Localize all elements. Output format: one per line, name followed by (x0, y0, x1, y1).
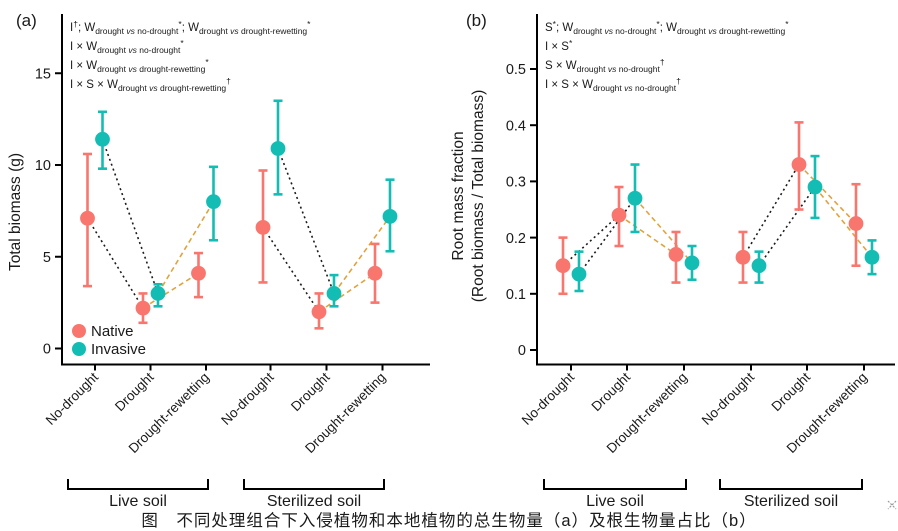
y-tick-label: 0 (43, 342, 51, 358)
y-tick-label: 5 (43, 250, 51, 266)
soil-bracket (543, 479, 687, 490)
connector-line-orange (333, 215, 391, 294)
connector-line-orange (142, 272, 199, 309)
data-point-invasive (382, 208, 398, 224)
panel-label: (b) (466, 11, 487, 30)
data-point-native (848, 216, 864, 231)
data-point-native (611, 207, 627, 223)
y-tick-label: 0.2 (506, 231, 526, 247)
connector-line-orange (157, 201, 215, 294)
y-tick-label: 0.3 (506, 175, 526, 191)
connector-line-black (758, 186, 816, 267)
data-point-invasive (571, 266, 587, 282)
connector-line-orange (634, 197, 693, 264)
connector-line-orange (318, 272, 376, 313)
y-tick-label: 0.4 (506, 118, 526, 134)
data-point-native (311, 304, 327, 320)
connector-line-black (277, 148, 335, 294)
data-point-invasive (751, 258, 767, 274)
y-tick-label: 0.1 (506, 287, 526, 303)
connector-line-orange (618, 214, 677, 256)
legend-label: Native (91, 323, 134, 340)
y-tick-label: 15 (35, 66, 51, 82)
data-point-invasive (150, 286, 166, 301)
y-axis-title: Total biomass (g) (7, 153, 24, 271)
x-tick-label: Drought (112, 369, 157, 414)
x-tick-label: Drought (589, 369, 634, 414)
y-axis-title: Root mass fraction (450, 131, 467, 260)
stats-annotation-line: I × S* (545, 38, 573, 53)
legend-label: Invasive (91, 341, 146, 358)
panel-label: (a) (16, 11, 37, 30)
data-point-invasive (627, 190, 643, 206)
cursor-artifact (887, 500, 897, 510)
y-tick-label: 0.5 (506, 62, 526, 78)
data-point-invasive (684, 255, 700, 271)
connector-line-black (262, 226, 320, 313)
connector-line-black (742, 164, 800, 258)
stats-annotation-line: S × Wdrought vs no-drought† (545, 57, 665, 74)
stats-annotation-line: I × Wdrought vs drought-rewetting* (70, 57, 209, 74)
stats-annotation-line: S*; Wdrought vs no-drought*; Wdrought vs… (545, 19, 789, 36)
y-axis-title: (Root biomass / Total biomass) (470, 90, 487, 303)
stats-annotation-line: I†; Wdrought vs no-drought*; Wdrought vs… (70, 19, 311, 36)
stats-annotation-line: I × S × Wdrought vs no-drought† (545, 76, 681, 93)
connector-line-black (86, 217, 144, 309)
cursor-artifact-line (887, 500, 897, 510)
stats-annotation-line: I × S × Wdrought vs drought-rewetting† (70, 76, 231, 93)
y-tick-label: 10 (35, 158, 51, 174)
data-point-invasive (95, 131, 110, 147)
data-point-native (135, 300, 151, 316)
legend-swatch-invasive (72, 342, 86, 356)
x-tick-label: No-drought (43, 369, 102, 428)
data-point-invasive (270, 141, 286, 156)
data-point-native (735, 249, 751, 265)
connector-line-black (562, 214, 620, 267)
data-point-native (255, 219, 271, 235)
legend-swatch-native (72, 324, 86, 338)
x-tick-label: No-drought (699, 369, 758, 428)
soil-group-label: Sterilized soil (267, 493, 361, 510)
connector-line-orange (798, 163, 857, 225)
connector-line-black (101, 139, 159, 294)
x-tick-label: No-drought (519, 369, 578, 428)
data-point-invasive (206, 194, 221, 210)
connector-line-black (578, 197, 636, 275)
connector-line-orange (814, 186, 873, 258)
data-point-native (80, 210, 95, 226)
x-tick-label: Drought (288, 369, 333, 414)
data-point-native (191, 265, 206, 281)
data-point-invasive (326, 286, 342, 301)
y-tick-label: 0 (518, 343, 526, 359)
soil-bracket (243, 479, 385, 490)
data-point-native (367, 265, 383, 281)
figure-caption: 图 不同处理组合下入侵植物和本地植物的总生物量（a）及根生物量占比（b） (141, 512, 757, 530)
panel-b: 00.10.20.30.40.5No-drought DroughtDrought… (450, 11, 895, 510)
legend-item: Native (72, 323, 134, 340)
soil-bracket (67, 479, 209, 490)
cursor-artifact-line (887, 500, 897, 510)
x-tick-label: Drought (769, 369, 814, 414)
data-point-native (791, 157, 807, 172)
soil-group-label: Sterilized soil (744, 493, 838, 510)
legend-item: Invasive (72, 341, 146, 358)
data-point-invasive (807, 179, 823, 195)
data-point-native (555, 258, 571, 274)
soil-bracket (719, 479, 863, 490)
soil-group-label: Live soil (586, 493, 644, 510)
stats-annotation-line: I × Wdrought vs no-drought* (70, 38, 184, 55)
data-point-native (668, 247, 684, 262)
soil-group-label: Live soil (109, 493, 167, 510)
data-point-invasive (864, 249, 880, 265)
x-tick-label: No-drought (218, 369, 277, 428)
